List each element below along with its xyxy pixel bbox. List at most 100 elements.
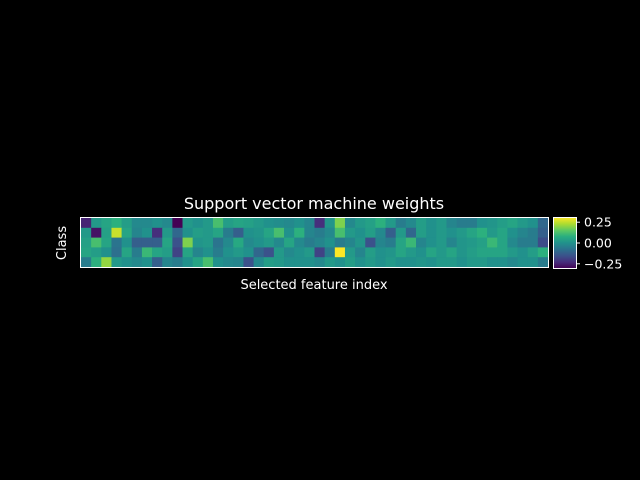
heatmap-frame bbox=[80, 217, 549, 268]
heatmap-cell bbox=[324, 247, 336, 258]
heatmap-cell bbox=[314, 257, 326, 268]
heatmap-cell bbox=[344, 257, 356, 268]
heatmap-cell bbox=[223, 247, 234, 258]
heatmap-cell bbox=[111, 247, 123, 258]
heatmap-cell bbox=[466, 237, 478, 248]
heatmap-cell bbox=[233, 257, 244, 268]
heatmap-cell bbox=[141, 218, 153, 229]
heatmap-cell bbox=[273, 237, 285, 248]
heatmap-cell bbox=[436, 227, 447, 238]
heatmap-cell bbox=[111, 227, 123, 238]
heatmap-cell bbox=[375, 218, 386, 229]
heatmap-cell bbox=[233, 237, 244, 248]
heatmap-cell bbox=[517, 247, 529, 258]
heatmap-cell bbox=[141, 237, 153, 248]
heatmap-cell bbox=[101, 247, 112, 258]
heatmap-cell bbox=[365, 227, 376, 238]
heatmap-cell bbox=[476, 237, 488, 248]
heatmap-cell bbox=[476, 247, 488, 258]
heatmap-cell bbox=[416, 227, 427, 238]
heatmap-cell bbox=[202, 257, 214, 268]
heatmap-cell bbox=[182, 257, 194, 268]
heatmap-cell bbox=[405, 247, 417, 258]
heatmap-cell bbox=[416, 218, 427, 229]
heatmap-cell bbox=[91, 237, 102, 248]
heatmap-cell bbox=[436, 247, 447, 258]
heatmap-cell bbox=[121, 237, 133, 248]
heatmap-cell bbox=[537, 247, 549, 258]
heatmap-cell bbox=[273, 257, 285, 268]
heatmap-cell bbox=[162, 257, 173, 268]
heatmap-cell bbox=[426, 218, 437, 229]
heatmap-cell bbox=[101, 237, 112, 248]
heatmap-cell bbox=[131, 227, 143, 238]
heatmap-cell bbox=[91, 227, 102, 238]
heatmap-cell bbox=[527, 227, 539, 238]
heatmap-cell bbox=[497, 237, 508, 248]
heatmap-cell bbox=[365, 257, 376, 268]
heatmap-cell bbox=[294, 247, 305, 258]
heatmap-cell bbox=[111, 257, 123, 268]
heatmap-cell bbox=[91, 218, 102, 229]
heatmap-cell bbox=[212, 227, 224, 238]
heatmap-cell bbox=[212, 218, 224, 229]
heatmap-cell bbox=[121, 218, 133, 229]
heatmap-cell bbox=[344, 237, 356, 248]
heatmap-cell bbox=[487, 247, 498, 258]
heatmap-cell bbox=[101, 227, 112, 238]
heatmap-cell bbox=[517, 257, 529, 268]
heatmap-cell bbox=[223, 227, 234, 238]
heatmap-cell bbox=[456, 257, 468, 268]
heatmap-cell bbox=[223, 257, 234, 268]
heatmap-cell bbox=[294, 257, 305, 268]
heatmap-cell bbox=[537, 218, 549, 229]
heatmap-cell bbox=[456, 227, 468, 238]
heatmap-cell bbox=[324, 257, 336, 268]
heatmap-cell bbox=[385, 237, 397, 248]
heatmap-cell bbox=[344, 247, 356, 258]
heatmap-cell bbox=[182, 227, 194, 238]
heatmap-cell bbox=[131, 218, 143, 229]
heatmap-cells bbox=[81, 218, 549, 268]
heatmap-cell bbox=[395, 257, 407, 268]
heatmap-cell bbox=[101, 257, 112, 268]
heatmap-cell bbox=[334, 247, 346, 258]
heatmap-cell bbox=[202, 227, 214, 238]
heatmap-cell bbox=[284, 247, 295, 258]
heatmap-cell bbox=[131, 257, 143, 268]
heatmap-cell bbox=[517, 237, 529, 248]
heatmap-cell bbox=[476, 257, 488, 268]
heatmap-cell bbox=[416, 247, 427, 258]
heatmap-cell bbox=[497, 227, 508, 238]
heatmap-cell bbox=[324, 227, 336, 238]
heatmap-cell bbox=[395, 218, 407, 229]
heatmap-cell bbox=[507, 257, 518, 268]
heatmap-cell bbox=[162, 237, 173, 248]
heatmap-cell bbox=[273, 218, 285, 229]
heatmap-cell bbox=[355, 227, 366, 238]
heatmap-cell bbox=[284, 257, 295, 268]
heatmap-cell bbox=[263, 227, 275, 238]
heatmap-cell bbox=[253, 237, 265, 248]
heatmap-cell bbox=[527, 237, 539, 248]
heatmap-cell bbox=[202, 247, 214, 258]
heatmap-cell bbox=[182, 218, 194, 229]
heatmap-cell bbox=[172, 227, 183, 238]
heatmap-cell bbox=[497, 247, 508, 258]
heatmap-cell bbox=[202, 218, 214, 229]
heatmap-cell bbox=[507, 247, 518, 258]
heatmap-cell bbox=[243, 247, 254, 258]
heatmap-cell bbox=[243, 257, 254, 268]
heatmap-cell bbox=[355, 257, 366, 268]
colorbar-tick-label: −0.25 bbox=[584, 256, 622, 271]
heatmap-cell bbox=[284, 218, 295, 229]
heatmap-cell bbox=[141, 227, 153, 238]
heatmap-cell bbox=[365, 237, 376, 248]
heatmap-cell bbox=[355, 247, 366, 258]
heatmap-cell bbox=[243, 218, 254, 229]
heatmap-cell bbox=[263, 218, 275, 229]
heatmap-cell bbox=[395, 237, 407, 248]
heatmap-cell bbox=[152, 257, 163, 268]
heatmap-cell bbox=[446, 227, 458, 238]
